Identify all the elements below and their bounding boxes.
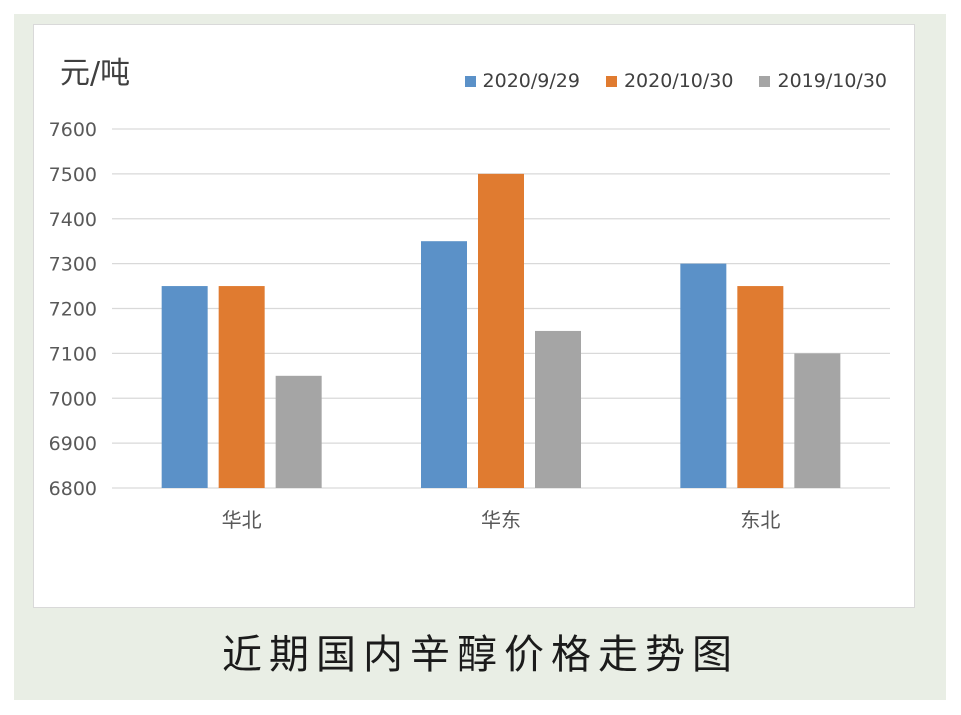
legend-label-series-2: 2020/10/30 [623,70,734,92]
bar-华北-2020/10/30 [218,286,265,488]
bar-华东-2020/10/30 [478,173,524,488]
y-tick-label-7500: 7500 [49,164,97,186]
y-tick-label-7000: 7000 [49,388,97,410]
bar-华北-2020/9/29 [161,286,208,488]
legend-item-series-2: 2020/10/30 [605,70,734,92]
y-tick-label-7200: 7200 [49,299,97,321]
bar-华东-2019/10/30 [535,330,581,488]
y-tick-label-7600: 7600 [49,119,97,141]
bar-东北-2019/10/30 [794,353,841,488]
x-tick-label-华北: 华北 [222,508,262,532]
legend-item-series-3: 2019/10/30 [759,70,887,92]
y-tick-label-6800: 6800 [49,478,97,500]
legend-swatch-series-2 [605,75,617,87]
x-tick-label-东北: 东北 [740,508,780,532]
y-tick-label-6900: 6900 [49,433,97,455]
figure-caption: 近期国内辛醇价格走势图 [222,632,739,678]
legend-label-series-3: 2019/10/30 [777,70,887,92]
legend: 2020/9/29 2020/10/30 2019/10/30 [464,70,887,92]
legend-swatch-series-3 [759,75,771,87]
bar-华北-2019/10/30 [275,375,322,488]
x-tick-label-华东: 华东 [481,508,521,532]
legend-item-series-1: 2020/9/29 [464,70,580,92]
y-tick-label-7300: 7300 [49,254,97,276]
y-tick-label-7100: 7100 [49,343,97,365]
y-axis-unit-label: 元/吨 [60,56,131,91]
bar-东北-2020/9/29 [680,263,727,488]
legend-label-series-1: 2020/9/29 [482,70,580,92]
bar-东北-2020/10/30 [737,286,784,488]
legend-swatch-series-1 [464,75,476,87]
bar-华东-2020/9/29 [421,241,467,488]
y-tick-label-7400: 7400 [49,209,97,231]
